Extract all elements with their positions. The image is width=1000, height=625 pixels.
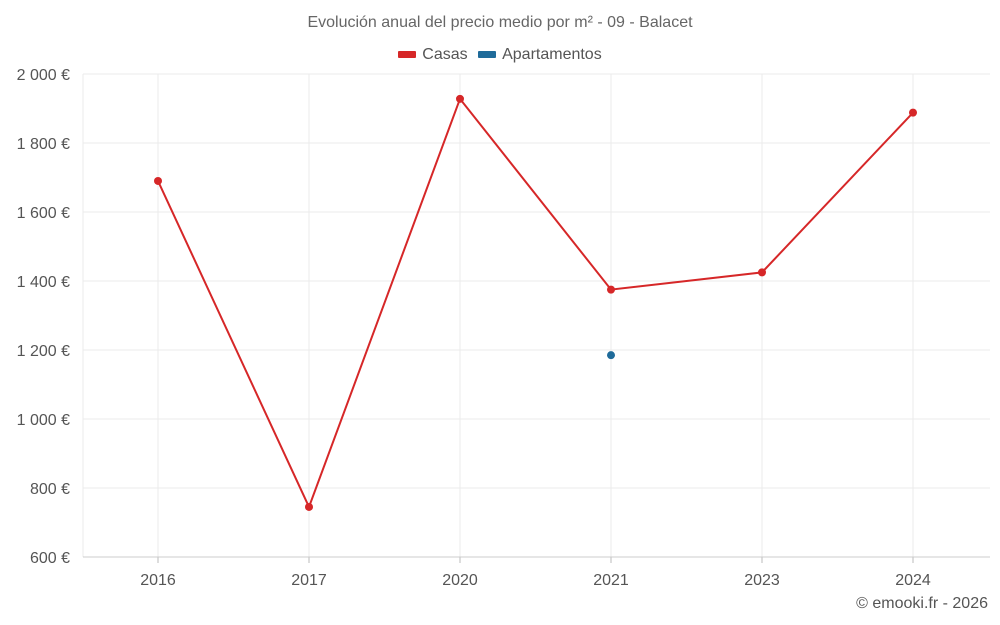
credit-text: © emooki.fr - 2026 [856,595,988,612]
data-point-casas [758,268,766,277]
x-tick-label: 2021 [593,572,629,589]
data-point-casas [456,94,464,103]
y-tick-label: 800 € [30,481,70,498]
y-tick-label: 600 € [30,550,70,567]
x-tick-label: 2016 [140,572,176,589]
y-tick-label: 2 000 € [17,67,70,84]
y-tick-label: 1 800 € [17,136,70,153]
chart-title: Evolución anual del precio medio por m² … [307,14,693,31]
legend-item-apartamentos[interactable]: Apartamentos [478,46,602,64]
x-tick-label: 2020 [442,572,478,589]
legend-item-casas[interactable]: Casas [398,45,468,64]
legend-label-casas: Casas [422,45,468,63]
y-tick-label: 1 400 € [17,274,70,291]
data-point-casas [607,285,615,294]
legend-swatch-apartamentos [478,51,497,58]
series [154,94,917,511]
legend-swatch-casas [398,51,417,58]
axes: 600 € 800 € 1 000 € 1 200 € 1 400 € 1 600 € 1 … [17,67,990,589]
y-tick-label: 1 200 € [17,343,70,360]
data-point-apartamentos [607,351,615,360]
x-tick-label: 2017 [291,572,327,589]
series-line-casas [157,96,914,510]
x-tick-label: 2023 [744,572,780,589]
data-point-casas [154,176,162,185]
legend: Casas Apartamentos [0,45,1000,64]
x-tick-label: 2024 [895,572,931,589]
data-point-casas [909,108,917,117]
legend-label-apartamentos: Apartamentos [502,45,602,63]
y-tick-label: 1 600 € [17,205,70,222]
grid [83,73,990,557]
data-point-casas [305,502,313,511]
y-tick-label: 1 000 € [17,412,70,429]
